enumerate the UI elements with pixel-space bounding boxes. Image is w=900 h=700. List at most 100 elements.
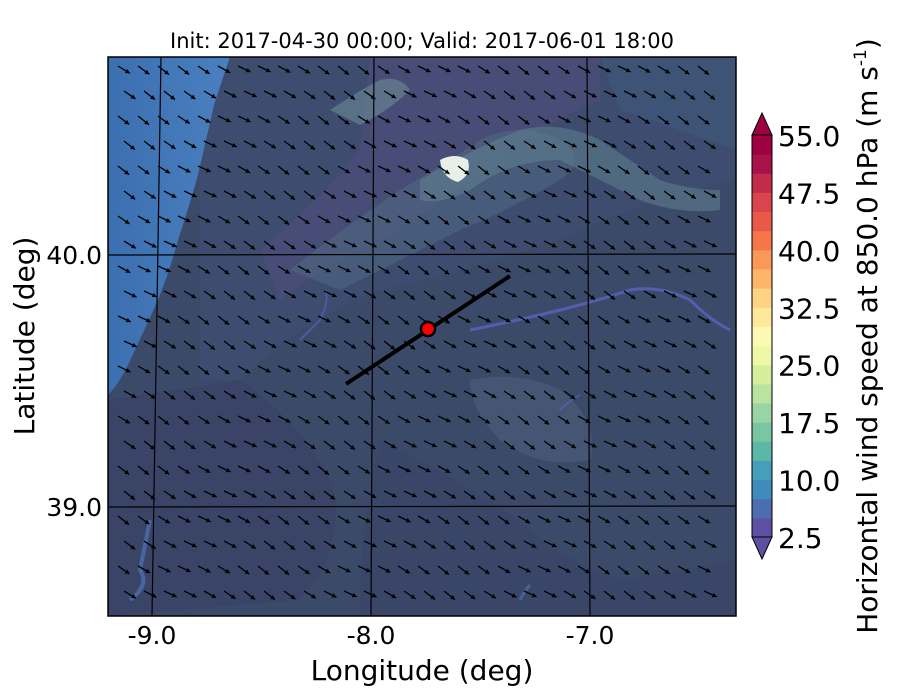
- wind-arrow-head: [485, 368, 491, 373]
- wind-arrow-head: [404, 218, 410, 224]
- wind-arrow-head: [391, 192, 397, 198]
- wind-arrow-head: [164, 469, 170, 475]
- wind-arrow-head: [171, 543, 177, 548]
- wind-arrow-head: [251, 493, 257, 498]
- wind-arrow-head: [230, 594, 236, 599]
- wind-arrow-head: [664, 69, 670, 74]
- wind-arrow-head: [690, 445, 696, 450]
- wind-arrow-head: [164, 168, 170, 174]
- wind-arrow-head: [304, 569, 310, 574]
- wind-arrow-head: [170, 144, 176, 149]
- wind-arrow-head: [524, 469, 530, 475]
- wind-arrow-head: [190, 395, 195, 400]
- wind-arrow-head: [411, 492, 417, 498]
- wind-arrow-head: [371, 243, 377, 248]
- wind-arrow-head: [350, 95, 356, 100]
- wind-arrow-head: [704, 119, 710, 125]
- wind-arrow-head: [624, 220, 629, 225]
- wind-arrow-head: [570, 345, 575, 350]
- wind-arrow-head: [285, 418, 291, 423]
- wind-arrow-head: [405, 68, 411, 73]
- wind-arrow-head: [484, 219, 490, 224]
- wind-arrow-head: [144, 120, 149, 125]
- wind-arrow-head: [425, 368, 431, 374]
- wind-arrow-head: [450, 595, 456, 600]
- wind-arrow-head: [290, 494, 296, 500]
- wind-arrow-head: [284, 119, 290, 124]
- wind-arrow-head: [584, 369, 590, 374]
- wind-arrow-head: [605, 67, 611, 73]
- wind-arrow-head: [384, 69, 390, 74]
- wind-arrow-head: [184, 419, 190, 425]
- wind-arrow-head: [504, 169, 510, 175]
- wind-arrow-head: [664, 170, 670, 175]
- wind-arrow-head: [371, 542, 377, 548]
- wind-arrow-head: [544, 119, 550, 124]
- wind-arrow-head: [185, 268, 191, 273]
- wind-arrow-head: [445, 468, 451, 473]
- wind-arrow-head: [450, 194, 456, 200]
- wind-arrow-head: [625, 468, 631, 473]
- wind-arrow-head: [431, 92, 437, 98]
- wind-arrow-head: [664, 469, 670, 475]
- wind-arrow-head: [210, 345, 215, 350]
- wind-arrow-head: [225, 467, 231, 473]
- wind-arrow-head: [591, 93, 597, 98]
- wind-arrow-head: [185, 217, 191, 223]
- wind-arrow-head: [291, 443, 297, 449]
- wind-arrow-head: [444, 169, 450, 174]
- wind-arrow-head: [531, 193, 537, 198]
- wind-arrow-head: [270, 544, 276, 550]
- wind-arrow-head: [384, 269, 390, 274]
- wind-arrow-head: [150, 544, 156, 549]
- wind-arrow-head: [330, 445, 336, 450]
- wind-arrow-head: [484, 119, 490, 125]
- wind-arrow-head: [384, 370, 390, 375]
- wind-arrow-head: [124, 68, 130, 74]
- wind-arrow-head: [211, 542, 217, 548]
- wind-arrow-head: [470, 244, 476, 250]
- wind-arrow-head: [644, 469, 650, 474]
- wind-arrow-head: [330, 394, 336, 399]
- wind-arrow-head: [510, 95, 516, 100]
- wind-arrow-head: [510, 394, 516, 399]
- x-tick-label: -8.0: [347, 621, 396, 650]
- wind-arrow-head: [124, 219, 130, 224]
- wind-arrow-head: [130, 544, 136, 550]
- wind-arrow-head: [270, 143, 276, 149]
- wind-arrow-head: [711, 193, 717, 198]
- wind-arrow-head: [204, 370, 210, 375]
- wind-arrow-head: [684, 419, 690, 425]
- wind-arrow-head: [630, 294, 636, 299]
- wind-arrow-head: [310, 94, 316, 99]
- plot-title: Init: 2017-04-30 00:00; Valid: 2017-06-0…: [170, 29, 674, 53]
- wind-arrow-head: [671, 342, 677, 348]
- wind-arrow-head: [351, 193, 357, 198]
- wind-arrow-head: [670, 194, 676, 200]
- wind-arrow-head: [410, 594, 416, 599]
- wind-arrow-head: [291, 93, 297, 98]
- wind-arrow-head: [290, 244, 296, 250]
- wind-arrow-head: [411, 142, 417, 148]
- wind-arrow-head: [484, 419, 490, 424]
- wind-arrow-head: [490, 495, 495, 500]
- wind-arrow-head: [245, 168, 251, 173]
- wind-arrow-head: [485, 268, 491, 273]
- wind-arrow-head: [290, 545, 295, 550]
- terrain-shade: [600, 57, 736, 150]
- wind-arrow-head: [645, 418, 651, 423]
- wind-arrow-head: [490, 593, 496, 599]
- wind-arrow-head: [451, 343, 457, 348]
- wind-arrow-head: [365, 168, 371, 173]
- wind-arrow-head: [264, 570, 270, 575]
- wind-arrow-head: [564, 69, 570, 74]
- wind-arrow-head: [685, 317, 691, 323]
- wind-arrow-head: [611, 143, 617, 148]
- wind-arrow-head: [591, 443, 597, 448]
- wind-arrow-head: [591, 492, 597, 498]
- wind-arrow-head: [470, 594, 476, 600]
- wind-arrow-head: [364, 469, 370, 474]
- wind-arrow-head: [511, 243, 517, 248]
- wind-arrow-head: [330, 144, 336, 150]
- wind-arrow-head: [504, 69, 510, 75]
